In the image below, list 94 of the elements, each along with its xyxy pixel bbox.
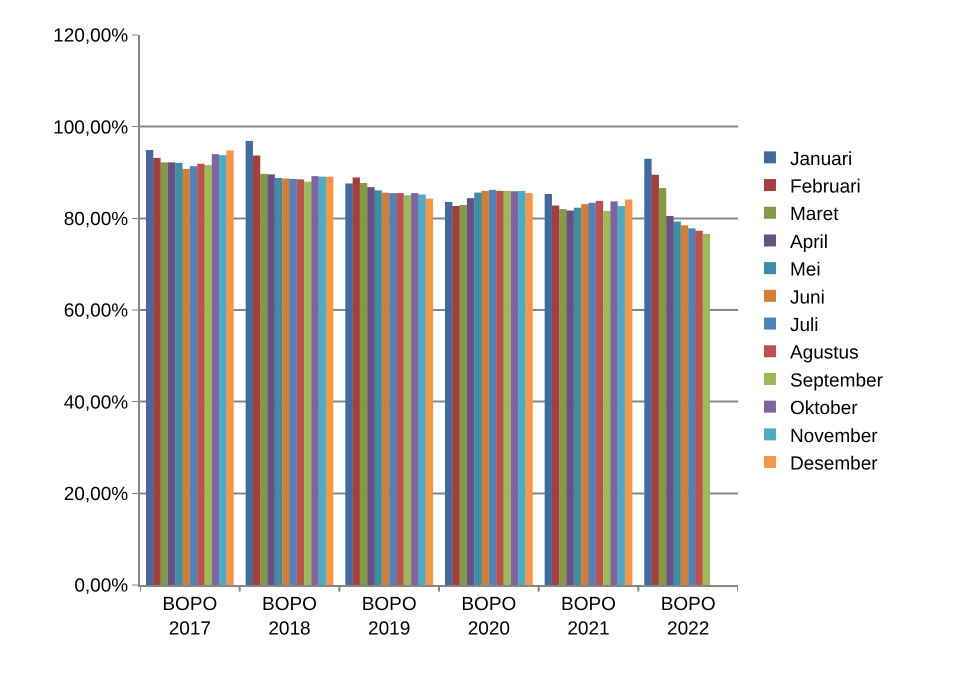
- bar: [674, 222, 681, 585]
- bar: [688, 228, 696, 585]
- bar: [559, 209, 567, 585]
- bar: [496, 190, 504, 585]
- bar: [680, 225, 688, 585]
- bar: [304, 182, 312, 585]
- bar: [226, 150, 234, 585]
- legend-label: April: [790, 232, 828, 253]
- bar: [190, 166, 198, 585]
- bar: [260, 174, 268, 585]
- bar: [418, 194, 426, 585]
- y-tick-label: 120,00%: [53, 26, 128, 47]
- bar: [268, 174, 275, 585]
- bar: [658, 188, 666, 585]
- bar: [290, 178, 297, 585]
- bar: [168, 162, 176, 585]
- x-tick-label: BOPO 2017: [162, 594, 218, 640]
- bar: [625, 200, 632, 585]
- bar: [552, 206, 560, 585]
- bar: [596, 200, 604, 585]
- bar: [610, 201, 618, 585]
- y-tick-label: 40,00%: [64, 392, 128, 414]
- bar: [525, 193, 533, 585]
- bar: [426, 198, 434, 585]
- legend-label: September: [790, 370, 884, 392]
- legend-label: Agustus: [790, 342, 859, 364]
- bar: [160, 162, 168, 585]
- x-tick-label: BOPO 2018: [262, 594, 317, 640]
- bar: [452, 206, 460, 585]
- legend-label: Juli: [790, 314, 818, 336]
- legend-label: Februari: [790, 176, 861, 198]
- bar: [352, 178, 360, 585]
- bar: [444, 202, 452, 585]
- bar: [574, 208, 582, 585]
- y-tick-label: 80,00%: [64, 208, 128, 230]
- bar: [219, 155, 226, 585]
- bar: [618, 206, 626, 585]
- bar: [581, 204, 588, 585]
- bar: [345, 184, 353, 585]
- legend-label: Juni: [790, 287, 825, 308]
- bar: [367, 187, 375, 585]
- bar: [389, 193, 396, 585]
- bar: [695, 230, 703, 585]
- bar: [382, 192, 390, 585]
- bar: [204, 165, 212, 585]
- bar: [666, 216, 674, 585]
- bar: [404, 195, 412, 585]
- bar: [482, 190, 489, 585]
- bar: [588, 202, 596, 585]
- y-tick-label: 60,00%: [64, 300, 128, 322]
- bar: [360, 183, 368, 585]
- bar: [518, 190, 526, 585]
- legend-label: Oktober: [790, 398, 858, 420]
- bar: [503, 190, 511, 585]
- bar: [396, 193, 404, 585]
- bar: [411, 193, 418, 585]
- bar: [318, 176, 326, 585]
- bar: [252, 156, 260, 585]
- bar: [326, 176, 334, 585]
- bar: [702, 234, 710, 585]
- bar: [510, 191, 518, 585]
- x-tick-label: BOPO 2019: [362, 594, 417, 640]
- bar: [374, 190, 382, 585]
- bar: [146, 150, 154, 585]
- bar: [311, 176, 319, 585]
- bar: [296, 179, 304, 585]
- y-tick-label: 0,00%: [74, 576, 128, 597]
- bar: [488, 190, 496, 585]
- x-tick-label: BOPO 2022: [660, 594, 716, 640]
- bar: [566, 210, 574, 585]
- bar: [246, 140, 253, 585]
- bar: [603, 211, 610, 585]
- bar: [274, 178, 282, 585]
- legend-label: Maret: [790, 204, 840, 226]
- bar: [197, 164, 204, 585]
- bar: [282, 178, 290, 585]
- legend-label: Januari: [790, 148, 852, 170]
- y-tick-label: 20,00%: [64, 484, 128, 505]
- bar: [644, 158, 652, 585]
- y-tick-label: 100,00%: [53, 117, 128, 138]
- bar: [544, 194, 552, 585]
- x-tick-label: BOPO 2020: [461, 594, 516, 640]
- bar: [182, 168, 190, 585]
- legend-label: Mei: [790, 260, 821, 281]
- bar: [175, 162, 183, 585]
- legend-label: Desember: [790, 453, 878, 474]
- x-tick-label: BOPO 2021: [561, 594, 616, 640]
- bar: [652, 174, 659, 585]
- bar: [212, 154, 220, 585]
- bar: [474, 192, 482, 585]
- bar: [460, 205, 467, 585]
- bar: [466, 198, 474, 585]
- legend-label: November: [790, 426, 878, 447]
- bar: [153, 158, 161, 585]
